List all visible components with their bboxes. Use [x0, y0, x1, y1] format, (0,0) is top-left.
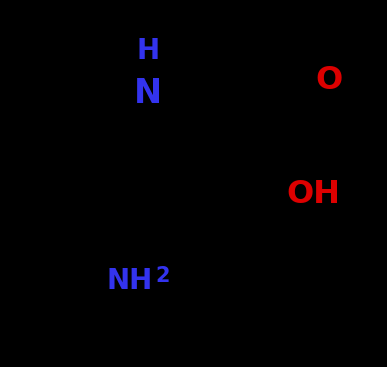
- Text: H: H: [136, 37, 159, 65]
- Text: O: O: [315, 65, 342, 95]
- Text: OH: OH: [286, 179, 341, 210]
- Text: 2: 2: [155, 266, 170, 286]
- Text: NH: NH: [107, 267, 153, 295]
- Text: N: N: [134, 77, 162, 110]
